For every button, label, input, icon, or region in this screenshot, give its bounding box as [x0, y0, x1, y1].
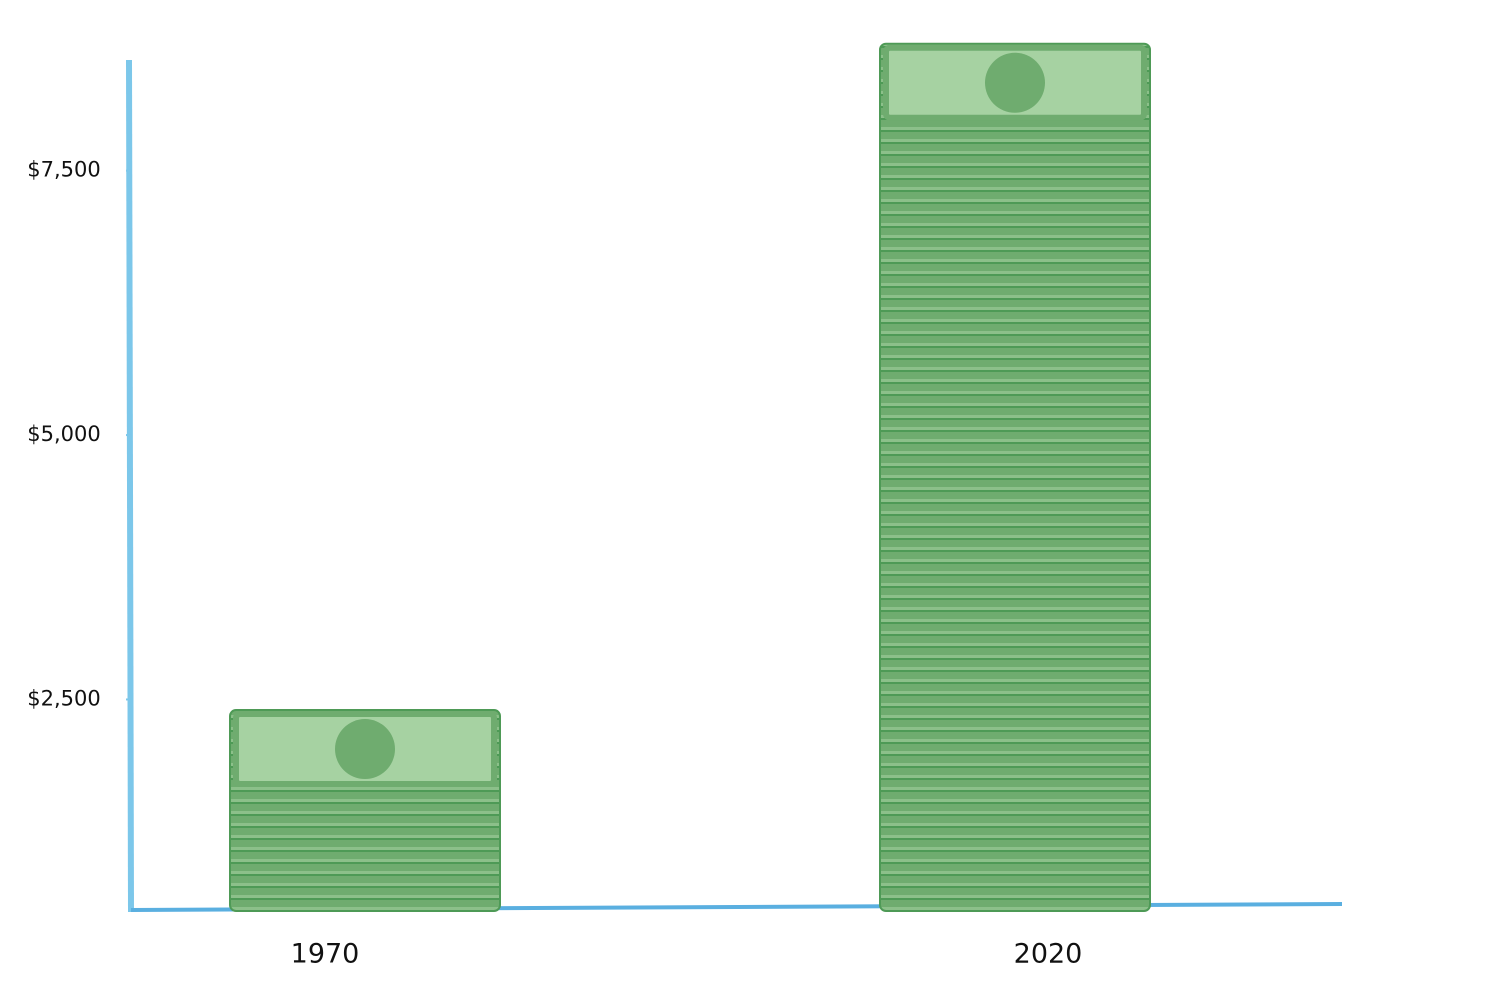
bar: [879, 42, 1151, 912]
y-tick-label: $7,500: [27, 158, 100, 182]
dollar-seal: [335, 719, 395, 780]
y-tick-label: $2,500: [27, 686, 100, 710]
x-tick-label: 2020: [1014, 939, 1083, 970]
y-axis: [126, 59, 134, 913]
x-tick-label: 1970: [291, 939, 360, 970]
y-tick-label: $5,000: [27, 422, 100, 446]
dollar-seal: [985, 52, 1045, 113]
